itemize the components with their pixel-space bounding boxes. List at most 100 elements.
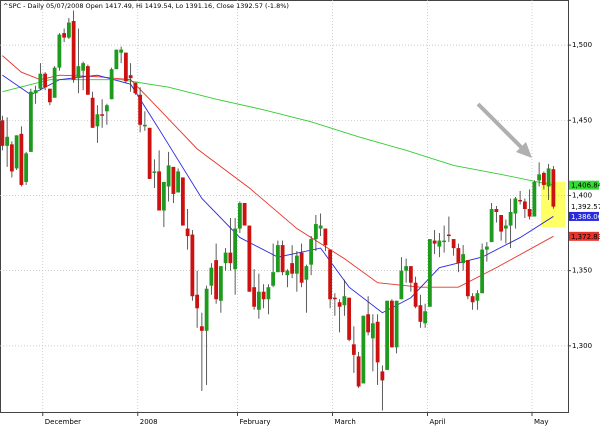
candle-body — [446, 234, 451, 237]
candle-body — [484, 246, 489, 250]
candle-body — [81, 63, 86, 71]
candle-body — [242, 202, 247, 226]
candle-body — [237, 202, 242, 229]
candle-body — [180, 177, 185, 226]
annotation-arrow — [476, 102, 526, 152]
candle-body — [176, 171, 181, 193]
value-label: 1,386.06 — [571, 213, 600, 221]
candle-body — [76, 66, 81, 79]
candle-body — [128, 75, 133, 79]
candle-body — [470, 296, 475, 303]
candle-body — [275, 245, 280, 273]
candle-body — [90, 97, 95, 128]
candle-body — [522, 201, 527, 210]
candle-body — [389, 300, 394, 348]
candle-body — [247, 225, 252, 292]
candle-body — [280, 245, 285, 273]
candle-body — [95, 114, 100, 127]
candle-body — [166, 165, 171, 187]
candle-body — [423, 311, 428, 324]
candle-body — [85, 66, 90, 95]
candle-body — [461, 254, 466, 264]
candle-body — [14, 135, 19, 169]
x-tick-label: February — [240, 418, 271, 426]
candle-body — [489, 209, 494, 243]
plot-frame — [0, 0, 569, 413]
candle-body — [366, 314, 371, 333]
candle-body — [33, 90, 38, 94]
value-label-box — [569, 211, 599, 221]
candle-body — [475, 293, 480, 301]
candle-body — [123, 52, 128, 82]
candle-body — [541, 172, 546, 185]
candle-body — [385, 300, 390, 370]
candle-body — [62, 33, 67, 38]
candle-body — [332, 297, 337, 300]
candle-body — [133, 82, 138, 94]
candle-body — [413, 282, 418, 307]
candle-body — [152, 171, 157, 173]
candle-body — [418, 305, 423, 322]
candle-body — [304, 266, 309, 280]
candle-body — [404, 266, 409, 271]
candle-body — [190, 234, 195, 297]
candle-body — [119, 49, 124, 53]
candle-body — [347, 297, 352, 340]
candle-body — [518, 199, 523, 202]
candle-body — [52, 67, 57, 98]
candle-body — [432, 240, 437, 244]
candle-body — [508, 212, 513, 226]
candle-body — [100, 114, 105, 116]
candle-body — [351, 344, 356, 355]
value-label-box — [569, 180, 599, 190]
y-tick-label: 1,350 — [572, 267, 592, 275]
candle-body — [546, 168, 551, 187]
candle-body — [299, 252, 304, 283]
candle-body — [494, 209, 499, 213]
candle-body — [104, 105, 109, 112]
chart-title: ^SPC - Daily 05/07/2008 Open 1417.49, Hi… — [3, 2, 289, 10]
candle-body — [271, 272, 276, 286]
x-tick-label: December — [45, 418, 81, 426]
candle-body — [218, 266, 223, 301]
candle-body — [114, 49, 119, 70]
candle-body — [214, 260, 219, 300]
candle-body — [47, 88, 52, 103]
candle-body — [328, 249, 333, 300]
candle-body — [171, 166, 176, 194]
candle-body — [318, 225, 323, 229]
candle-body — [399, 270, 404, 300]
x-tick-label: April — [430, 418, 446, 426]
average-line — [2, 79, 554, 186]
candle-body — [427, 239, 432, 307]
candle-body — [157, 171, 162, 211]
candle-body — [513, 198, 518, 214]
candle-body — [261, 291, 266, 300]
candle-body — [290, 263, 295, 274]
candle-body — [361, 315, 366, 384]
candle-body — [147, 127, 152, 179]
x-tick-label: 2008 — [140, 418, 158, 426]
candle-body — [380, 371, 385, 381]
average-line — [2, 55, 554, 288]
candle-body — [0, 120, 5, 146]
candle-body — [551, 169, 556, 207]
candle-body — [537, 174, 542, 181]
candle-body — [285, 270, 290, 276]
candle-body — [437, 240, 442, 247]
value-label-box — [569, 202, 599, 212]
candle-body — [313, 224, 318, 240]
candle-body — [138, 94, 143, 125]
candle-body — [24, 153, 29, 182]
candle-body — [38, 73, 43, 89]
value-label: 1,392.57 — [571, 203, 600, 211]
candle-body — [19, 133, 24, 185]
y-tick-label: 1,500 — [572, 41, 592, 49]
candle-body — [527, 209, 532, 217]
candle-body — [370, 323, 375, 339]
candle-body — [323, 228, 328, 246]
candle-body — [375, 321, 380, 363]
candle-body — [185, 228, 190, 237]
